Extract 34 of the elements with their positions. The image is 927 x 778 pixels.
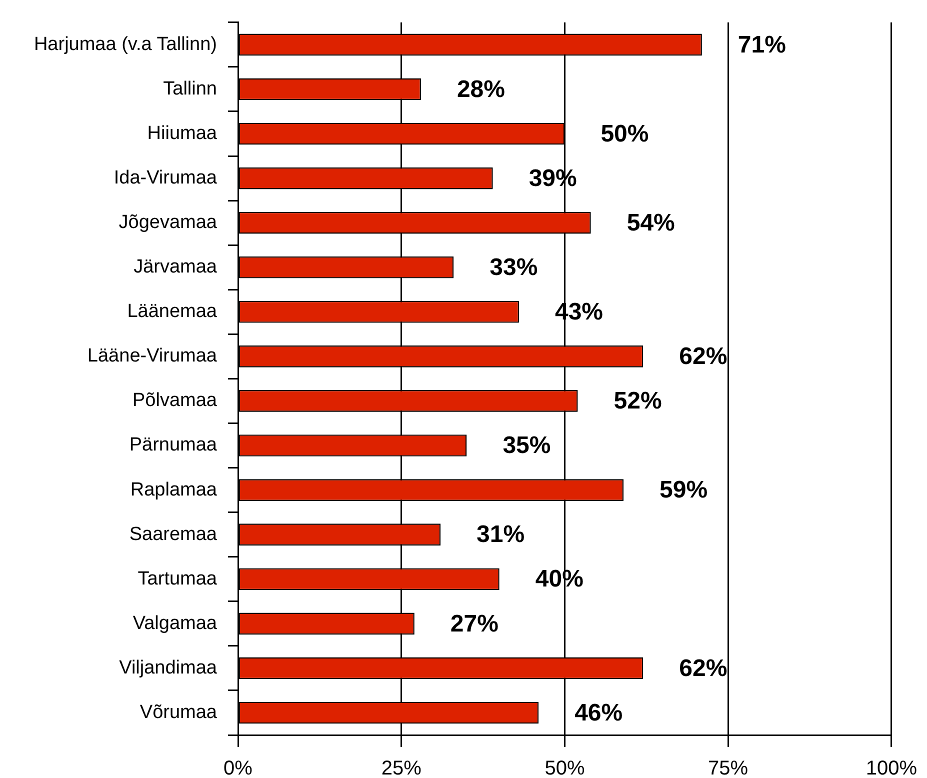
y-tick-label: Harjumaa (v.a Tallinn) bbox=[34, 34, 217, 55]
y-tick-label: Põlvamaa bbox=[132, 390, 218, 412]
y-tick-label: Järvamaa bbox=[134, 256, 218, 278]
y-tick-label: Võrumaa bbox=[140, 702, 218, 723]
y-tick-label: Valgamaa bbox=[132, 612, 218, 634]
y-tick-label: Tartumaa bbox=[138, 568, 218, 590]
data-label: 27% bbox=[450, 610, 498, 638]
data-label: 52% bbox=[614, 388, 662, 415]
data-label: 31% bbox=[476, 521, 525, 548]
data-label: 62% bbox=[679, 654, 728, 682]
data-label: 28% bbox=[456, 76, 506, 103]
y-tick-label: Tallinn bbox=[163, 78, 217, 100]
x-tick-label: 25% bbox=[381, 758, 422, 778]
data-label: 33% bbox=[490, 254, 538, 281]
x-tick-label: 100% bbox=[866, 758, 918, 778]
data-label: 46% bbox=[574, 699, 623, 726]
x-tick-label: 75% bbox=[708, 758, 748, 778]
data-label: 62% bbox=[679, 343, 728, 370]
y-tick-label: Jõgevamaa bbox=[118, 212, 218, 234]
data-label: 71% bbox=[738, 31, 786, 58]
y-tick-label: Saaremaa bbox=[129, 524, 218, 545]
y-tick-label: Raplamaa bbox=[130, 479, 218, 500]
data-label: 50% bbox=[600, 120, 649, 148]
x-tick-label: 0% bbox=[224, 758, 253, 778]
y-tick-label: Läänemaa bbox=[127, 301, 218, 322]
y-tick-label: Ida-Virumaa bbox=[114, 168, 218, 189]
data-label: 54% bbox=[626, 209, 675, 236]
x-tick-label: 50% bbox=[544, 758, 585, 778]
y-tick-label: Hiiumaa bbox=[147, 122, 218, 144]
data-label: 35% bbox=[502, 432, 551, 460]
y-tick-label: Viljandimaa bbox=[119, 657, 218, 678]
data-label: 59% bbox=[660, 476, 708, 504]
y-tick-label: Lääne-Virumaa bbox=[87, 346, 218, 367]
y-tick-label: Pärnumaa bbox=[129, 434, 218, 456]
